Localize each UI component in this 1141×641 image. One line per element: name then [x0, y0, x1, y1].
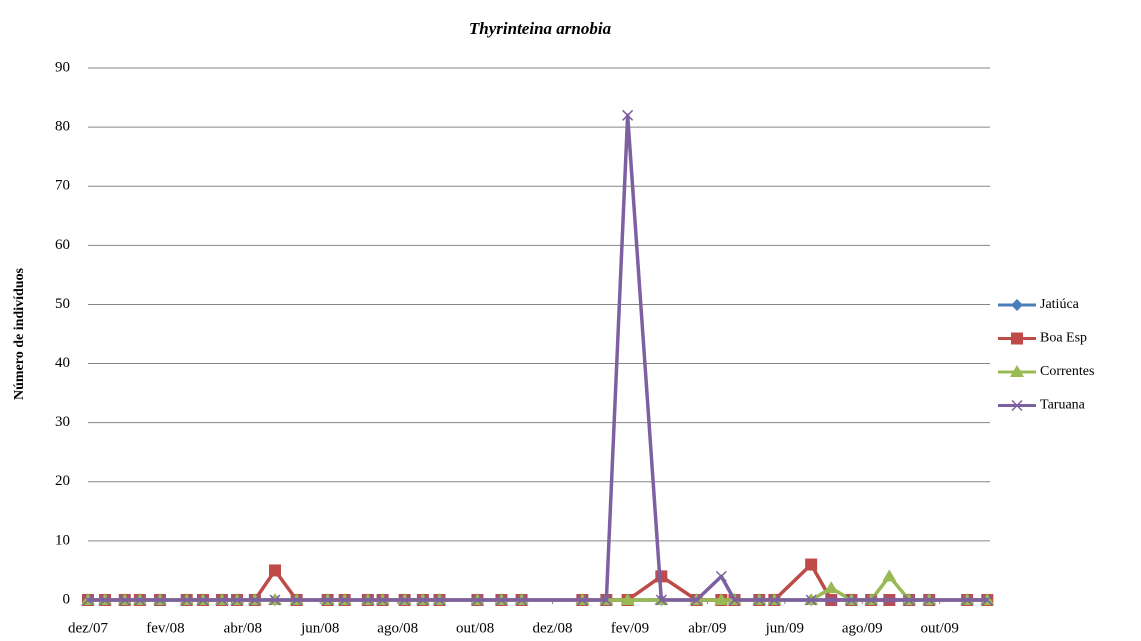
marker [516, 594, 528, 606]
legend-marker [1010, 365, 1024, 377]
marker [119, 594, 131, 606]
x-tick-label: abr/08 [224, 620, 262, 636]
marker [865, 594, 877, 606]
marker [576, 594, 588, 606]
marker [269, 594, 281, 606]
x-tick-label: fev/09 [611, 620, 649, 636]
marker [495, 594, 507, 606]
marker [825, 594, 837, 606]
marker [291, 594, 303, 606]
marker [882, 569, 897, 582]
marker [154, 594, 166, 606]
marker [99, 594, 111, 606]
legend-marker [1011, 299, 1023, 311]
y-axis-label: Número de indivíduos [12, 267, 27, 400]
legend-label: Boa Esp [1040, 331, 1087, 346]
legend-label: Taruana [1040, 398, 1086, 413]
marker [417, 594, 429, 606]
marker [268, 564, 281, 577]
marker [714, 593, 729, 605]
marker [691, 594, 703, 606]
marker [981, 594, 993, 606]
marker [471, 594, 483, 606]
marker [377, 594, 389, 606]
x-tick-label: dez/07 [68, 620, 108, 636]
marker [923, 594, 935, 606]
legend-marker [1011, 399, 1023, 412]
marker [134, 594, 146, 606]
marker [845, 594, 857, 606]
x-tick-label: ago/08 [377, 620, 418, 636]
y-tick-label: 20 [55, 473, 70, 489]
marker [805, 594, 817, 606]
marker [753, 594, 765, 606]
x-tick-label: dez/08 [533, 620, 573, 636]
legend-label: Correntes [1040, 364, 1094, 379]
marker [622, 109, 634, 121]
marker [197, 594, 209, 606]
y-tick-label: 70 [55, 178, 70, 194]
y-tick-label: 80 [55, 119, 70, 135]
marker [805, 558, 818, 571]
marker [322, 594, 334, 606]
marker [231, 594, 243, 606]
x-tick-label: jun/08 [300, 620, 339, 636]
marker [715, 570, 727, 582]
legend-marker [1011, 332, 1023, 345]
marker [362, 594, 374, 606]
marker [768, 594, 780, 606]
marker [399, 594, 411, 606]
y-tick-label: 30 [55, 414, 70, 430]
y-tick-label: 40 [55, 355, 70, 371]
y-tick-label: 10 [55, 532, 70, 548]
marker [339, 594, 351, 606]
y-tick-label: 50 [55, 296, 70, 312]
marker [249, 594, 261, 606]
marker [181, 594, 193, 606]
marker [433, 594, 446, 606]
series-line [88, 113, 988, 602]
y-tick-label: 60 [55, 237, 70, 253]
y-tick-label: 90 [55, 59, 70, 75]
marker [961, 594, 973, 606]
y-tick-label: 0 [63, 591, 71, 607]
chart-title: Thyrinteina arnobia [469, 19, 612, 38]
marker [728, 594, 741, 606]
x-tick-label: ago/09 [842, 620, 883, 636]
marker [824, 581, 839, 594]
marker [216, 594, 228, 606]
marker [620, 593, 635, 605]
marker [600, 594, 612, 606]
marker [82, 594, 94, 606]
marker [903, 594, 915, 606]
legend-label: Jatiúca [1040, 297, 1080, 312]
x-tick-label: out/09 [921, 620, 959, 636]
marker [883, 594, 895, 606]
x-tick-label: out/08 [456, 620, 494, 636]
marker [655, 594, 667, 606]
x-tick-label: jun/09 [765, 620, 804, 636]
x-tick-label: fev/08 [146, 620, 184, 636]
x-tick-label: abr/09 [688, 620, 726, 636]
